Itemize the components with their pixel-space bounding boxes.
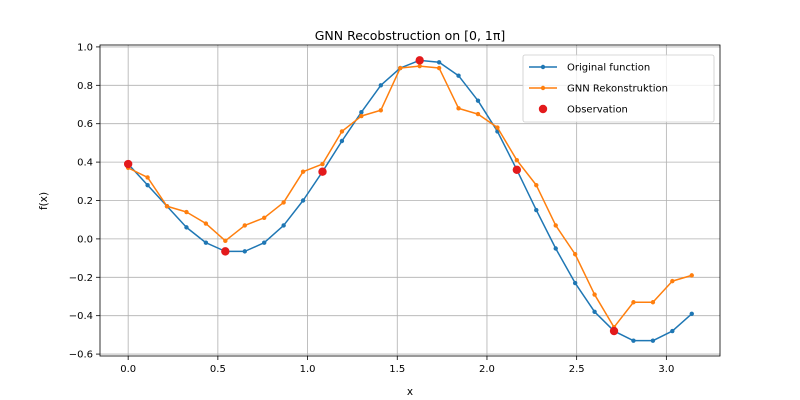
gnn-rekonstruktion-point: [514, 157, 520, 163]
x-tick-label: 1.0: [300, 364, 316, 375]
gnn-rekonstruktion-point: [184, 209, 189, 215]
y-tick-label: 1.0: [77, 42, 93, 53]
gnn-rekonstruktion-point: [262, 215, 267, 220]
original-function-point: [359, 109, 364, 115]
y-tick-label: −0.4: [69, 311, 93, 322]
observation-point: [415, 56, 424, 65]
y-tick-label: 0.8: [77, 81, 93, 92]
observation-point: [123, 159, 133, 169]
original-function-point: [689, 311, 694, 316]
gnn-rekonstruktion-point: [339, 129, 345, 134]
legend: Original function GNN Rekonstruktion Obser…: [522, 54, 715, 123]
original-function-point: [534, 207, 539, 213]
series-layer: [125, 58, 694, 343]
original-function-point: [242, 249, 247, 254]
original-function-point: [670, 328, 675, 334]
gnn-rekonstruktion-line: [127, 65, 692, 328]
x-tick-label: 0.5: [210, 364, 226, 375]
observation-point: [512, 165, 522, 174]
observation-legend-marker: [538, 104, 548, 114]
gnn-rekonstruktion-point: [242, 223, 247, 228]
original-function-point: [339, 138, 345, 144]
gnn-rekonstruktion-point: [689, 273, 694, 278]
original-function-point: [456, 73, 461, 78]
y-tick-label: 0.2: [77, 196, 93, 207]
gnn-rekonstruktion-point: [534, 182, 539, 188]
x-axis-label: x: [407, 386, 413, 398]
original-function-point: [203, 240, 209, 245]
gnn-rekonstruktion-point: [398, 65, 403, 71]
chart-title: GNN Recobstruction on [0, 1π]: [315, 28, 506, 43]
grid-lines: [100, 45, 720, 356]
gnn-rekonstruktion-point: [592, 292, 597, 297]
observation-point: [609, 326, 619, 336]
original-function-point: [553, 246, 558, 251]
gnn-rekonstruktion-point: [164, 204, 170, 209]
original-function-point: [300, 198, 306, 203]
original-function-point: [475, 98, 481, 103]
original-function-point: [378, 83, 384, 88]
gnn-rekonstruktion-point: [417, 63, 422, 69]
original-function-point: [184, 225, 189, 230]
y-axis-label: f(x): [38, 192, 50, 210]
x-tick-label: 1.5: [389, 364, 405, 375]
gnn-rekonstruktion-point: [436, 65, 442, 71]
gnn-rekonstruktion-point: [281, 200, 286, 205]
original-function-legend-label: Original function: [567, 63, 650, 74]
axis-ticks: 0.0 0.5 1.0 1.5 2.0 2.5 3.0 −0.6 −0.4 −0.2 0.0 0.2 0…: [69, 42, 675, 375]
legend-box: [522, 54, 715, 123]
original-function-point: [281, 223, 286, 228]
x-tick-label: 0.0: [120, 364, 136, 375]
original-function-point: [145, 182, 150, 188]
y-tick-label: 0.6: [77, 119, 93, 130]
original-function-point: [631, 338, 636, 343]
original-function-point: [592, 309, 597, 315]
gnn-rekonstruktion-point: [456, 106, 461, 111]
y-tick-label: 0.0: [77, 234, 93, 245]
original-function-legend-marker: [540, 64, 546, 70]
observation-legend-label: Observation: [567, 105, 628, 116]
gnn-rekonstruktion-point: [203, 221, 209, 226]
gnn-rekonstruktion-point: [378, 108, 384, 113]
original-function-point: [436, 60, 442, 65]
original-function-point: [262, 240, 267, 245]
gnn-rekonstruktion-point: [553, 223, 558, 228]
x-tick-label: 3.0: [658, 364, 674, 375]
gnn-rekonstruktion-point: [145, 175, 150, 180]
original-function-point: [650, 338, 656, 343]
gnn-rekonstruktion-point: [320, 161, 325, 167]
gnn-rekonstruktion-point: [572, 252, 578, 257]
gnn-rekonstruktion-point: [223, 238, 228, 244]
original-function-point: [572, 280, 578, 286]
gnn-rekonstruktion-legend-marker: [540, 85, 546, 91]
gnn-rekonstruktion-point: [495, 125, 500, 130]
gnn-rekonstruktion-legend-label: GNN Rekonstruktion: [567, 84, 668, 95]
observation-point: [318, 167, 327, 176]
gnn-rekonstruktion-point: [300, 169, 306, 174]
y-tick-label: 0.4: [77, 158, 93, 169]
x-tick-label: 2.5: [569, 364, 585, 375]
y-tick-label: −0.6: [69, 350, 93, 361]
gnn-rekonstruktion-point: [650, 300, 656, 305]
gnn-rekonstruktion-point: [670, 278, 675, 284]
gnn-rekonstruktion-point: [631, 300, 636, 305]
gnn-rekonstruktion-point: [475, 111, 481, 117]
x-tick-label: 2.0: [479, 364, 495, 375]
gnn-rekonstruktion-point: [359, 113, 364, 119]
observation-layer: [123, 56, 619, 336]
observation-point: [221, 247, 230, 256]
y-tick-label: −0.2: [69, 273, 93, 284]
